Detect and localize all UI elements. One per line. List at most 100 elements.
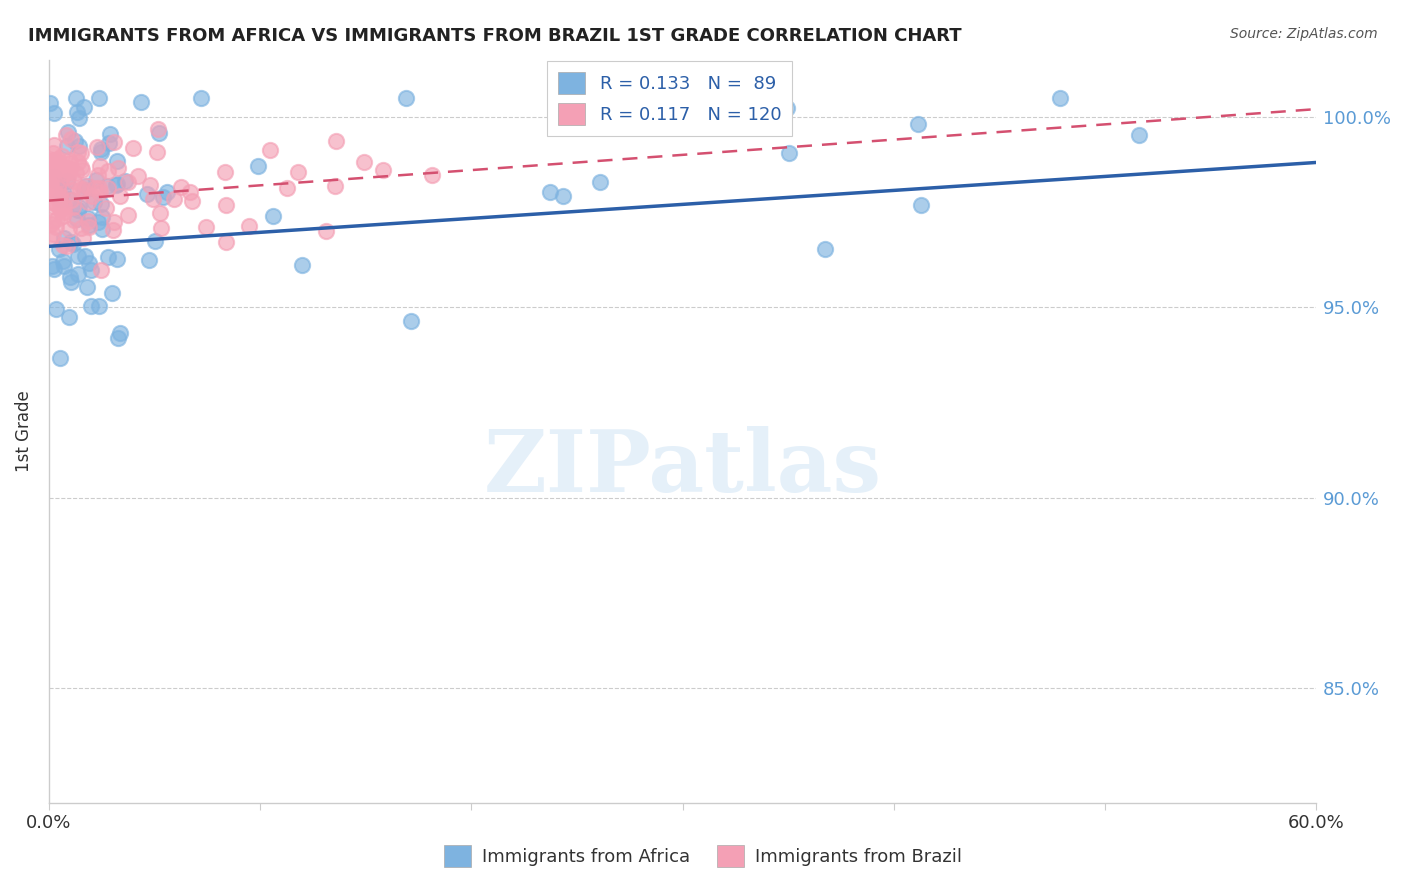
Immigrants from Brazil — [56, 169, 79, 184]
Immigrants from Brazil — [39, 217, 62, 231]
Immigrants from Brazil — [59, 161, 82, 176]
Immigrants from Brazil — [181, 194, 204, 209]
Immigrants from Brazil — [55, 165, 77, 179]
Immigrants from Brazil — [39, 178, 62, 193]
Immigrants from Brazil — [82, 189, 104, 203]
Immigrants from Brazil — [60, 132, 83, 146]
Immigrants from Brazil — [62, 213, 84, 227]
Immigrants from Brazil — [163, 192, 186, 206]
Immigrants from Africa — [53, 259, 76, 273]
Immigrants from Africa — [105, 252, 128, 266]
Immigrants from Brazil — [70, 146, 93, 161]
Immigrants from Africa — [148, 126, 170, 140]
Immigrants from Brazil — [195, 219, 218, 234]
Immigrants from Brazil — [55, 239, 77, 253]
Immigrants from Africa — [45, 302, 67, 317]
Immigrants from Africa — [814, 242, 837, 256]
Immigrants from Africa — [52, 183, 75, 197]
Immigrants from Africa — [58, 270, 80, 285]
Immigrants from Brazil — [45, 196, 67, 211]
Immigrants from Brazil — [39, 179, 62, 194]
Immigrants from Brazil — [70, 160, 93, 174]
Immigrants from Brazil — [42, 199, 65, 213]
Immigrants from Brazil — [52, 209, 75, 223]
Immigrants from Brazil — [146, 121, 169, 136]
Immigrants from Africa — [56, 125, 79, 139]
Immigrants from Brazil — [60, 193, 83, 207]
Immigrants from Africa — [98, 128, 121, 142]
Immigrants from Brazil — [42, 137, 65, 152]
Immigrants from Africa — [619, 91, 641, 105]
Immigrants from Africa — [90, 211, 112, 225]
Immigrants from Brazil — [51, 202, 73, 217]
Immigrants from Brazil — [110, 189, 132, 203]
Immigrants from Brazil — [103, 135, 125, 149]
Immigrants from Brazil — [60, 183, 83, 197]
Immigrants from Africa — [69, 111, 91, 125]
Immigrants from Brazil — [46, 154, 69, 169]
Immigrants from Africa — [67, 268, 90, 282]
Immigrants from Africa — [55, 139, 77, 153]
Immigrants from Africa — [910, 198, 932, 212]
Immigrants from Brazil — [46, 188, 69, 202]
Immigrants from Africa — [1128, 128, 1150, 143]
Immigrants from Brazil — [62, 200, 84, 214]
Immigrants from Brazil — [52, 160, 75, 174]
Immigrants from Brazil — [77, 194, 100, 209]
Immigrants from Brazil — [49, 192, 72, 206]
Immigrants from Africa — [48, 243, 70, 257]
Immigrants from Africa — [84, 172, 107, 186]
Immigrants from Africa — [42, 169, 65, 184]
Text: ZIPatlas: ZIPatlas — [484, 426, 882, 510]
Immigrants from Africa — [60, 276, 83, 290]
Immigrants from Brazil — [51, 149, 73, 163]
Immigrants from Africa — [58, 192, 80, 206]
Immigrants from Brazil — [39, 231, 62, 245]
Immigrants from Africa — [65, 91, 87, 105]
Immigrants from Brazil — [76, 179, 98, 194]
Immigrants from Africa — [48, 192, 70, 206]
Immigrants from Brazil — [62, 173, 84, 187]
Immigrants from Brazil — [215, 197, 238, 211]
Immigrants from Brazil — [101, 222, 124, 236]
Y-axis label: 1st Grade: 1st Grade — [15, 390, 32, 472]
Immigrants from Brazil — [46, 161, 69, 175]
Immigrants from Brazil — [58, 222, 80, 236]
Immigrants from Africa — [77, 219, 100, 233]
Immigrants from Africa — [41, 259, 63, 273]
Immigrants from Africa — [156, 186, 179, 200]
Immigrants from Brazil — [89, 185, 111, 199]
Immigrants from Brazil — [72, 182, 94, 196]
Immigrants from Brazil — [127, 169, 149, 184]
Immigrants from Brazil — [103, 215, 125, 229]
Legend: Immigrants from Africa, Immigrants from Brazil: Immigrants from Africa, Immigrants from … — [437, 838, 969, 874]
Immigrants from Africa — [394, 91, 416, 105]
Immigrants from Brazil — [89, 159, 111, 173]
Immigrants from Brazil — [42, 227, 65, 241]
Immigrants from Brazil — [39, 183, 62, 197]
Immigrants from Brazil — [52, 205, 75, 219]
Immigrants from Africa — [98, 136, 121, 151]
Immigrants from Brazil — [38, 159, 60, 173]
Immigrants from Africa — [290, 258, 312, 272]
Immigrants from Brazil — [52, 238, 75, 252]
Immigrants from Brazil — [55, 128, 77, 143]
Immigrants from Africa — [87, 299, 110, 313]
Immigrants from Brazil — [39, 171, 62, 186]
Immigrants from Brazil — [58, 153, 80, 167]
Immigrants from Africa — [90, 197, 112, 211]
Text: IMMIGRANTS FROM AFRICA VS IMMIGRANTS FROM BRAZIL 1ST GRADE CORRELATION CHART: IMMIGRANTS FROM AFRICA VS IMMIGRANTS FRO… — [28, 27, 962, 45]
Immigrants from Africa — [44, 173, 66, 187]
Immigrants from Brazil — [42, 214, 65, 228]
Immigrants from Africa — [114, 174, 136, 188]
Immigrants from Brazil — [117, 208, 139, 222]
Immigrants from Africa — [105, 154, 128, 169]
Immigrants from Brazil — [122, 141, 145, 155]
Immigrants from Brazil — [87, 181, 110, 195]
Immigrants from Africa — [152, 190, 174, 204]
Immigrants from Africa — [67, 249, 90, 263]
Immigrants from Brazil — [38, 174, 60, 188]
Immigrants from Brazil — [77, 213, 100, 227]
Immigrants from Africa — [44, 262, 66, 277]
Immigrants from Africa — [589, 175, 612, 189]
